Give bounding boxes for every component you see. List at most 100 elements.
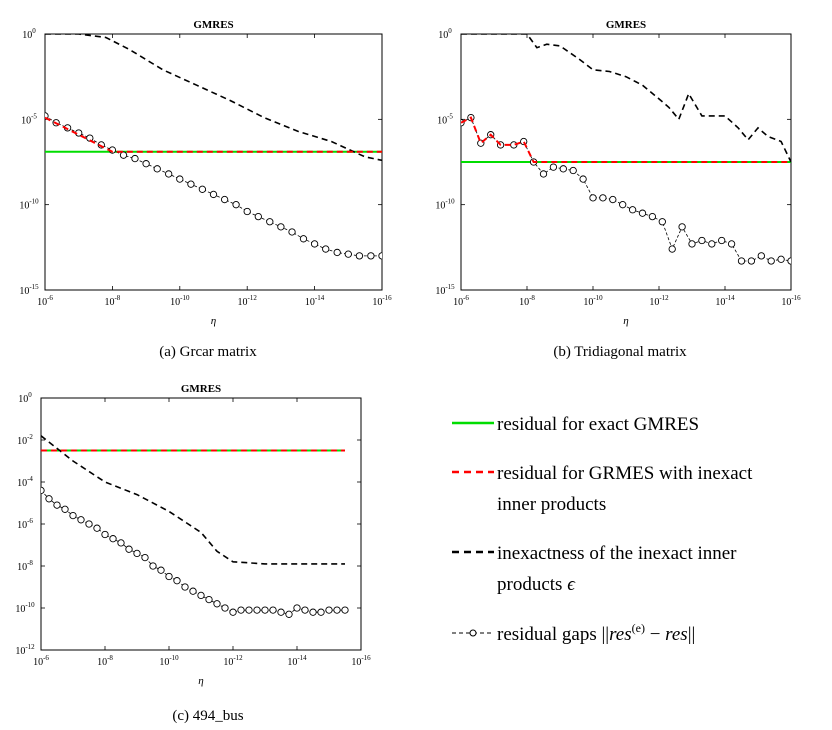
gap-point-c-26 bbox=[245, 606, 253, 614]
gap-point-b-27 bbox=[727, 240, 736, 248]
y-tick-label-a-3: 10-15 bbox=[19, 283, 39, 297]
gap-point-c-18 bbox=[181, 583, 189, 591]
gap-point-c-29 bbox=[269, 606, 277, 614]
gap-point-b-13 bbox=[589, 194, 597, 202]
series-line-gap-a bbox=[45, 115, 382, 257]
plot-area-a bbox=[45, 34, 382, 260]
x-tick-label-c-5: 10-16 bbox=[351, 654, 371, 668]
gap-point-c-7 bbox=[93, 524, 101, 532]
gap-point-a-15 bbox=[209, 190, 218, 199]
gap-point-b-12 bbox=[579, 175, 587, 183]
legend-label-epsilon-1: inexactness of the inexact inner bbox=[497, 543, 737, 564]
x-tick-label-c-4: 10-14 bbox=[287, 654, 307, 668]
legend-label-exact: residual for exact GMRES bbox=[497, 414, 699, 435]
x-tick-label-c-3: 10-12 bbox=[223, 654, 243, 668]
legend-gap-text: residual gaps bbox=[497, 624, 601, 645]
gap-point-b-30 bbox=[757, 252, 765, 260]
gap-point-b-23 bbox=[688, 240, 696, 248]
plot-area-c bbox=[41, 435, 349, 618]
series-line-inexact-a bbox=[45, 116, 382, 153]
y-tick-label-c-6: 10-12 bbox=[15, 643, 35, 657]
legend-gap-res: res bbox=[609, 624, 632, 645]
gap-point-c-33 bbox=[301, 606, 309, 614]
chart-panel-c: GMRES 10-6 10-8 10-10 10-12 10-14 10-16 100 10-2… bbox=[15, 383, 371, 687]
gap-point-c-17 bbox=[173, 577, 181, 585]
gap-point-c-20 bbox=[197, 591, 205, 600]
x-tick-label-a-1: 10-8 bbox=[104, 294, 120, 308]
series-line-epsilon-b bbox=[461, 34, 791, 163]
gap-point-c-36 bbox=[325, 606, 333, 614]
gap-point-c-5 bbox=[77, 516, 85, 524]
gap-point-a-9 bbox=[142, 160, 150, 168]
gap-point-c-16 bbox=[165, 572, 173, 581]
gap-point-c-13 bbox=[141, 553, 149, 562]
x-tick-label-c-0: 10-6 bbox=[33, 654, 49, 668]
gap-point-c-6 bbox=[85, 520, 93, 528]
series-line-gap-c bbox=[41, 490, 345, 615]
gap-point-b-28 bbox=[737, 257, 746, 265]
gap-point-c-25 bbox=[237, 606, 245, 614]
gap-point-b-33 bbox=[787, 257, 791, 265]
legend-gap-minus: − bbox=[645, 624, 665, 645]
gap-point-a-19 bbox=[254, 212, 262, 221]
legend-gap-norm-right: || bbox=[688, 624, 696, 645]
gap-point-c-37 bbox=[333, 606, 341, 614]
y-tick-label-b-3: 10-15 bbox=[435, 283, 455, 297]
x-tick-label-b-5: 10-16 bbox=[781, 294, 801, 308]
gap-point-c-21 bbox=[205, 595, 213, 604]
gap-point-c-38 bbox=[341, 606, 349, 614]
gap-point-a-11 bbox=[165, 170, 173, 178]
y-tick-label-b-2: 10-10 bbox=[435, 198, 455, 212]
gap-point-a-22 bbox=[288, 228, 296, 236]
y-tick-label-c-4: 10-8 bbox=[17, 559, 33, 573]
y-tick-label-c-1: 10-2 bbox=[17, 433, 33, 447]
chart-panel-b: GMRES 10-6 10-8 10-10 10-12 10-14 10-16 100 10-5… bbox=[435, 19, 801, 327]
y-tick-label-c-5: 10-10 bbox=[15, 601, 35, 615]
y-tick-label-c-0: 100 bbox=[18, 391, 32, 405]
gap-point-c-27 bbox=[253, 606, 261, 614]
caption-a: (a) Grcar matrix bbox=[159, 344, 257, 360]
x-tick-label-a-4: 10-14 bbox=[305, 294, 325, 308]
gap-point-b-10 bbox=[559, 165, 567, 173]
chart-panel-a: GMRES 10-6 10-8 10-10 10-12 10-14 10-16 100 10-5… bbox=[19, 19, 392, 327]
gap-point-c-2 bbox=[53, 501, 61, 509]
legend-epsilon-symbol: ϵ bbox=[567, 574, 576, 595]
y-tick-label-a-2: 10-10 bbox=[19, 198, 39, 212]
gap-point-a-28 bbox=[355, 252, 364, 260]
gap-point-b-25 bbox=[708, 240, 716, 248]
x-tick-label-c-2: 10-10 bbox=[159, 654, 179, 668]
gap-point-a-24 bbox=[310, 240, 319, 248]
gap-point-a-25 bbox=[322, 245, 330, 253]
gap-point-b-31 bbox=[767, 257, 775, 265]
gap-point-c-22 bbox=[213, 600, 221, 608]
gap-point-a-14 bbox=[198, 185, 207, 193]
gap-point-c-19 bbox=[189, 587, 197, 595]
gap-point-a-30 bbox=[378, 252, 382, 260]
gap-point-c-14 bbox=[149, 562, 157, 570]
chart-title-a: GMRES bbox=[193, 19, 233, 31]
gap-point-c-9 bbox=[109, 535, 117, 543]
gap-point-b-8 bbox=[539, 170, 548, 178]
gap-point-a-21 bbox=[277, 223, 285, 231]
legend-gap-norm-left: || bbox=[601, 624, 609, 645]
x-tick-label-a-5: 10-16 bbox=[372, 294, 392, 308]
gap-point-a-16 bbox=[220, 195, 229, 204]
gap-point-a-13 bbox=[187, 180, 195, 188]
gap-point-c-11 bbox=[125, 545, 133, 553]
gap-point-c-4 bbox=[69, 511, 77, 520]
gap-point-c-24 bbox=[229, 608, 237, 616]
x-tick-label-b-2: 10-10 bbox=[583, 294, 603, 308]
x-tick-label-b-0: 10-6 bbox=[453, 294, 469, 308]
y-tick-label-a-1: 10-5 bbox=[21, 112, 37, 126]
gap-point-a-17 bbox=[232, 201, 240, 209]
gap-point-b-24 bbox=[698, 236, 706, 245]
gap-point-b-11 bbox=[569, 166, 577, 175]
legend-gap-res2: res bbox=[665, 624, 688, 645]
chart-title-b: GMRES bbox=[606, 19, 646, 31]
x-tick-label-a-2: 10-10 bbox=[170, 294, 190, 308]
legend-epsilon-text: products bbox=[497, 574, 567, 595]
x-tick-label-b-4: 10-14 bbox=[715, 294, 735, 308]
series-line-gap-b bbox=[461, 117, 791, 262]
legend-label-inexact-1: residual for GRMES with inexact bbox=[497, 463, 753, 484]
legend-label-inexact-2: inner products bbox=[497, 494, 606, 515]
